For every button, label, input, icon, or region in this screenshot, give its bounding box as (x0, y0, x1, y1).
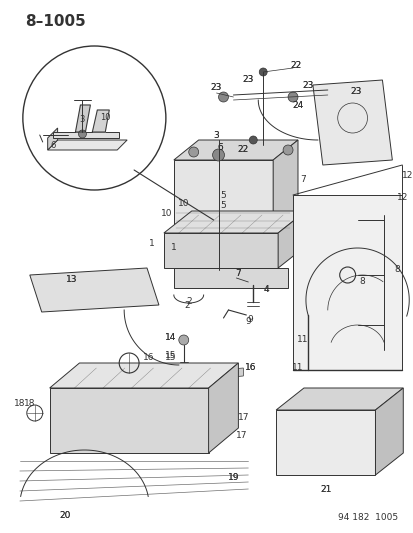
Text: 13: 13 (66, 276, 77, 285)
Text: 22: 22 (237, 146, 248, 155)
Text: 24: 24 (292, 101, 303, 109)
Polygon shape (164, 233, 278, 268)
Text: 11: 11 (297, 335, 308, 344)
Circle shape (287, 92, 297, 102)
Circle shape (259, 68, 266, 76)
Text: 11: 11 (292, 362, 303, 372)
Polygon shape (312, 80, 392, 165)
Text: 16: 16 (143, 353, 154, 362)
Polygon shape (193, 368, 243, 380)
Polygon shape (50, 363, 238, 388)
Text: 1: 1 (171, 244, 176, 253)
Text: 17: 17 (237, 414, 249, 423)
Text: 23: 23 (301, 80, 313, 90)
Polygon shape (92, 110, 109, 132)
Text: 16: 16 (244, 364, 256, 373)
Text: 6: 6 (217, 143, 223, 152)
Text: 18: 18 (24, 399, 36, 408)
Text: 16: 16 (244, 364, 256, 373)
Text: 10: 10 (100, 114, 110, 123)
Polygon shape (173, 140, 297, 160)
Polygon shape (164, 211, 305, 233)
Circle shape (218, 92, 228, 102)
Text: 4: 4 (263, 286, 268, 295)
Circle shape (188, 147, 198, 157)
Polygon shape (50, 388, 208, 453)
Polygon shape (52, 132, 119, 138)
Polygon shape (47, 140, 127, 150)
Text: 20: 20 (59, 511, 70, 520)
Polygon shape (75, 105, 90, 132)
Text: 8: 8 (359, 278, 365, 287)
Text: 15: 15 (165, 353, 176, 362)
Text: 8: 8 (394, 265, 399, 274)
Text: 19: 19 (227, 473, 239, 482)
Text: 10: 10 (161, 208, 172, 217)
Text: 23: 23 (301, 80, 313, 90)
Text: 2: 2 (185, 297, 191, 306)
Text: 23: 23 (349, 87, 361, 96)
Text: 7: 7 (235, 269, 241, 278)
Text: 9: 9 (245, 318, 251, 327)
Text: 24: 24 (292, 101, 303, 109)
Text: 5: 5 (220, 190, 226, 199)
Text: 7: 7 (235, 269, 241, 278)
Text: 94 182  1005: 94 182 1005 (337, 513, 397, 522)
Text: 23: 23 (210, 84, 222, 93)
Text: 8–1005: 8–1005 (25, 14, 85, 29)
Text: 14: 14 (165, 334, 176, 343)
Text: 12: 12 (396, 193, 407, 203)
Text: 15: 15 (165, 351, 176, 360)
Text: 19: 19 (227, 473, 239, 482)
Polygon shape (278, 211, 305, 268)
Bar (292, 195, 401, 370)
Text: 2: 2 (183, 301, 189, 310)
Text: 6: 6 (50, 141, 55, 149)
Text: 18: 18 (14, 399, 26, 408)
Polygon shape (30, 268, 159, 312)
Text: 22: 22 (290, 61, 301, 70)
Text: 5: 5 (220, 200, 226, 209)
Text: 21: 21 (319, 484, 331, 494)
Polygon shape (173, 160, 273, 230)
Text: 23: 23 (242, 76, 254, 85)
Circle shape (249, 136, 256, 144)
Text: 10: 10 (178, 198, 189, 207)
Circle shape (178, 335, 188, 345)
Text: 22: 22 (237, 146, 248, 155)
Text: 9: 9 (247, 316, 253, 325)
Text: 23: 23 (349, 87, 361, 96)
Text: 12: 12 (401, 171, 412, 180)
Text: 22: 22 (290, 61, 301, 70)
Text: 4: 4 (263, 286, 268, 295)
Polygon shape (208, 363, 238, 453)
Polygon shape (275, 388, 402, 410)
Text: 3: 3 (80, 116, 85, 125)
Text: 6: 6 (217, 143, 223, 152)
Text: 23: 23 (242, 76, 254, 85)
Polygon shape (47, 128, 57, 150)
Text: 3: 3 (213, 131, 219, 140)
Text: 3: 3 (213, 131, 219, 140)
Polygon shape (273, 140, 297, 230)
Text: 20: 20 (59, 511, 70, 520)
Circle shape (282, 145, 292, 155)
Circle shape (78, 130, 86, 138)
Text: 14: 14 (165, 334, 176, 343)
Polygon shape (173, 268, 287, 288)
Polygon shape (375, 388, 402, 475)
Text: 21: 21 (319, 484, 331, 494)
Text: 7: 7 (299, 175, 305, 184)
Text: 23: 23 (210, 84, 222, 93)
Circle shape (212, 149, 224, 161)
Polygon shape (275, 410, 375, 475)
Text: 13: 13 (66, 276, 77, 285)
Text: 1: 1 (149, 238, 154, 247)
Text: 17: 17 (235, 431, 247, 440)
